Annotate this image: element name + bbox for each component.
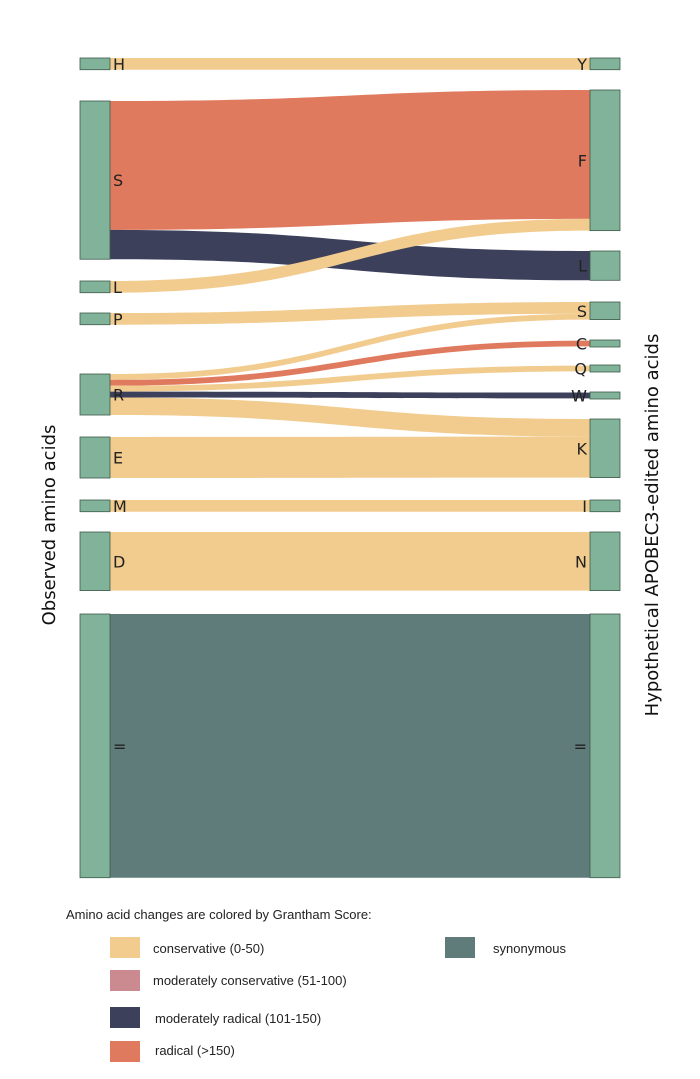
legend-title: Amino acid changes are colored by Granth… — [66, 907, 372, 922]
target-node-label-F: F — [578, 151, 587, 170]
flow-M-to-I — [110, 500, 590, 512]
source-node-label-H: H — [113, 55, 125, 74]
flow-R-to-Q — [110, 365, 590, 392]
target-node-label-K: K — [577, 439, 588, 458]
sankey-links — [110, 58, 590, 878]
flow-R-to-K — [110, 397, 590, 437]
legend-label-moderately-radical: moderately radical (101-150) — [155, 1011, 321, 1026]
flow-R-to-S — [110, 313, 590, 380]
source-node-label-synonymous: = — [113, 737, 126, 756]
target-node-synonymous — [589, 613, 621, 879]
legend-swatch-moderately-conservative — [110, 970, 140, 991]
legend-swatch-synonymous — [445, 937, 475, 958]
source-node-label-D: D — [113, 552, 125, 571]
target-node-label-I: I — [582, 497, 587, 516]
flow-R-to-W — [110, 391, 590, 399]
target-node-C — [589, 339, 621, 348]
source-node-M — [79, 499, 111, 513]
target-node-label-W: W — [571, 387, 587, 406]
legend-swatch-radical — [110, 1041, 140, 1062]
source-node-H — [79, 57, 111, 71]
target-node-Q — [589, 364, 621, 373]
legend: Amino acid changes are colored by Granth… — [66, 907, 566, 1062]
target-node-I — [589, 499, 621, 513]
target-node-label-Y: Y — [576, 55, 587, 74]
source-node-P — [79, 312, 111, 326]
source-node-label-M: M — [113, 497, 127, 516]
target-node-label-C: C — [576, 335, 587, 354]
sankey-nodes — [79, 57, 621, 879]
target-node-S — [589, 301, 621, 320]
legend-label-synonymous: synonymous — [493, 941, 566, 956]
target-node-F — [589, 89, 621, 232]
flow-H-to-Y — [110, 58, 590, 70]
target-node-N — [589, 531, 621, 591]
target-node-label-Q: Q — [574, 360, 587, 379]
target-node-L — [589, 250, 621, 281]
source-node-E — [79, 436, 111, 479]
flow-D-to-N — [110, 532, 590, 591]
flow-S-to-F — [110, 90, 590, 230]
legend-label-moderately-conservative: moderately conservative (51-100) — [153, 973, 347, 988]
source-node-label-L: L — [113, 278, 122, 297]
legend-label-radical: radical (>150) — [155, 1043, 235, 1058]
target-node-W — [589, 391, 621, 400]
flow-L-to-F — [110, 218, 590, 293]
source-node-R — [79, 373, 111, 416]
target-node-label-synonymous: = — [574, 737, 587, 756]
source-node-synonymous — [79, 613, 111, 879]
legend-label-conservative: conservative (0-50) — [153, 941, 264, 956]
legend-swatch-conservative — [110, 937, 140, 958]
source-node-S — [79, 100, 111, 260]
flow-E-to-K — [110, 436, 590, 479]
source-node-label-R: R — [113, 386, 124, 405]
target-node-K — [589, 418, 621, 478]
flow-P-to-S — [110, 302, 590, 325]
flow-R-to-C — [110, 340, 590, 386]
target-node-label-L: L — [578, 257, 587, 276]
left-axis-title: Observed amino acids — [39, 425, 60, 626]
target-node-Y — [589, 57, 621, 71]
flow-syn-to-syn — [110, 614, 590, 878]
target-node-label-N: N — [575, 552, 587, 571]
source-node-L — [79, 280, 111, 294]
right-axis-title: Hypothetical APOBEC3-edited amino acids — [642, 334, 663, 717]
source-node-label-S: S — [113, 171, 123, 190]
legend-swatch-moderately-radical — [110, 1007, 140, 1028]
source-node-label-E: E — [113, 449, 123, 468]
target-node-label-S: S — [577, 302, 587, 321]
source-node-D — [79, 531, 111, 591]
source-node-label-P: P — [113, 310, 123, 329]
